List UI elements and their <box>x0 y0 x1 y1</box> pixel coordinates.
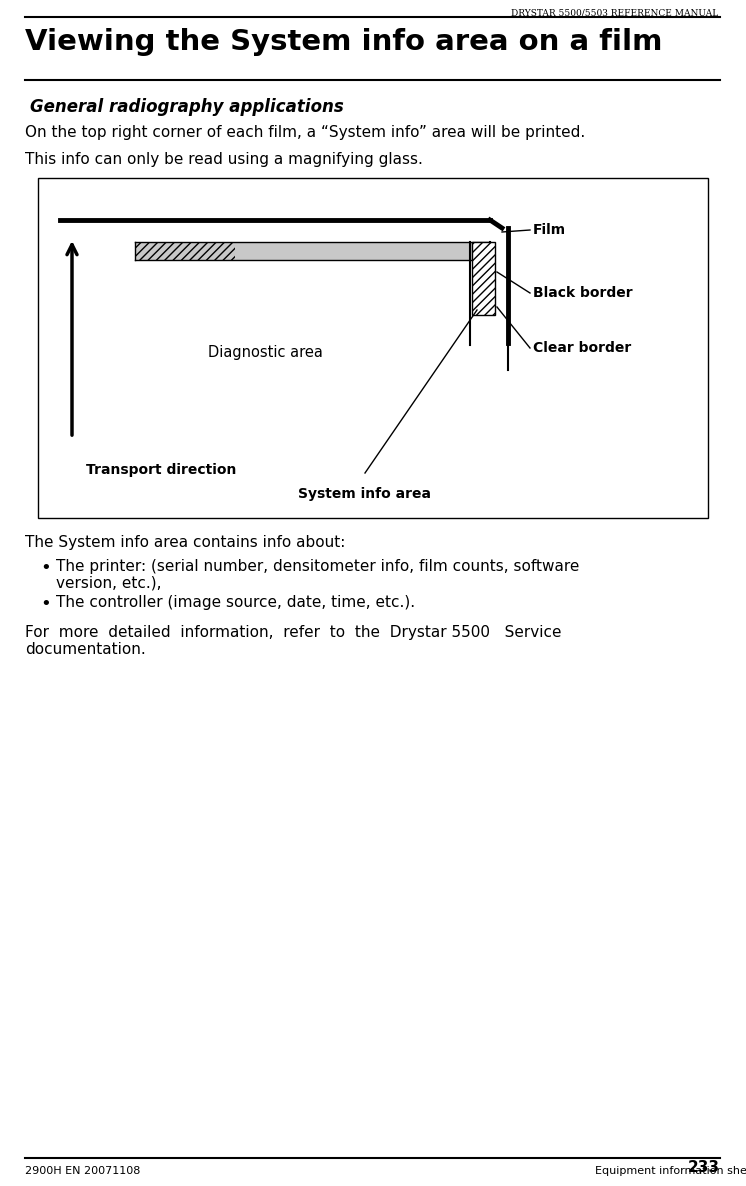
Text: The controller (image source, date, time, etc.).: The controller (image source, date, time… <box>56 595 415 610</box>
Text: Transport direction: Transport direction <box>86 463 236 477</box>
Text: The System info area contains info about:: The System info area contains info about… <box>25 535 345 550</box>
Text: Viewing the System info area on a film: Viewing the System info area on a film <box>25 28 662 56</box>
Text: Film: Film <box>533 223 566 237</box>
Text: This info can only be read using a magnifying glass.: This info can only be read using a magni… <box>25 152 423 167</box>
Bar <box>135 242 235 260</box>
Text: General radiography applications: General radiography applications <box>30 98 344 116</box>
Text: Black border: Black border <box>533 286 633 300</box>
Text: On the top right corner of each film, a “System info” area will be printed.: On the top right corner of each film, a … <box>25 125 586 140</box>
Text: For  more  detailed  information,  refer  to  the  Drystar 5500   Service: For more detailed information, refer to … <box>25 625 562 640</box>
Text: DRYSTAR 5500/5503 REFERENCE MANUAL: DRYSTAR 5500/5503 REFERENCE MANUAL <box>511 8 718 17</box>
Text: 233: 233 <box>688 1160 720 1175</box>
Text: 2900H EN 20071108: 2900H EN 20071108 <box>25 1166 140 1177</box>
Text: •: • <box>40 559 51 578</box>
Bar <box>38 178 708 518</box>
Bar <box>472 242 495 315</box>
Text: Equipment information sheet: Equipment information sheet <box>595 1166 746 1177</box>
Text: documentation.: documentation. <box>25 642 145 657</box>
Text: Diagnostic area: Diagnostic area <box>207 345 322 361</box>
Text: System info area: System info area <box>298 487 431 500</box>
Text: The printer: (serial number, densitometer info, film counts, software: The printer: (serial number, densitomete… <box>56 559 580 574</box>
Text: Clear border: Clear border <box>533 342 631 355</box>
Bar <box>135 242 490 260</box>
Text: •: • <box>40 595 51 613</box>
Text: version, etc.),: version, etc.), <box>56 576 161 591</box>
